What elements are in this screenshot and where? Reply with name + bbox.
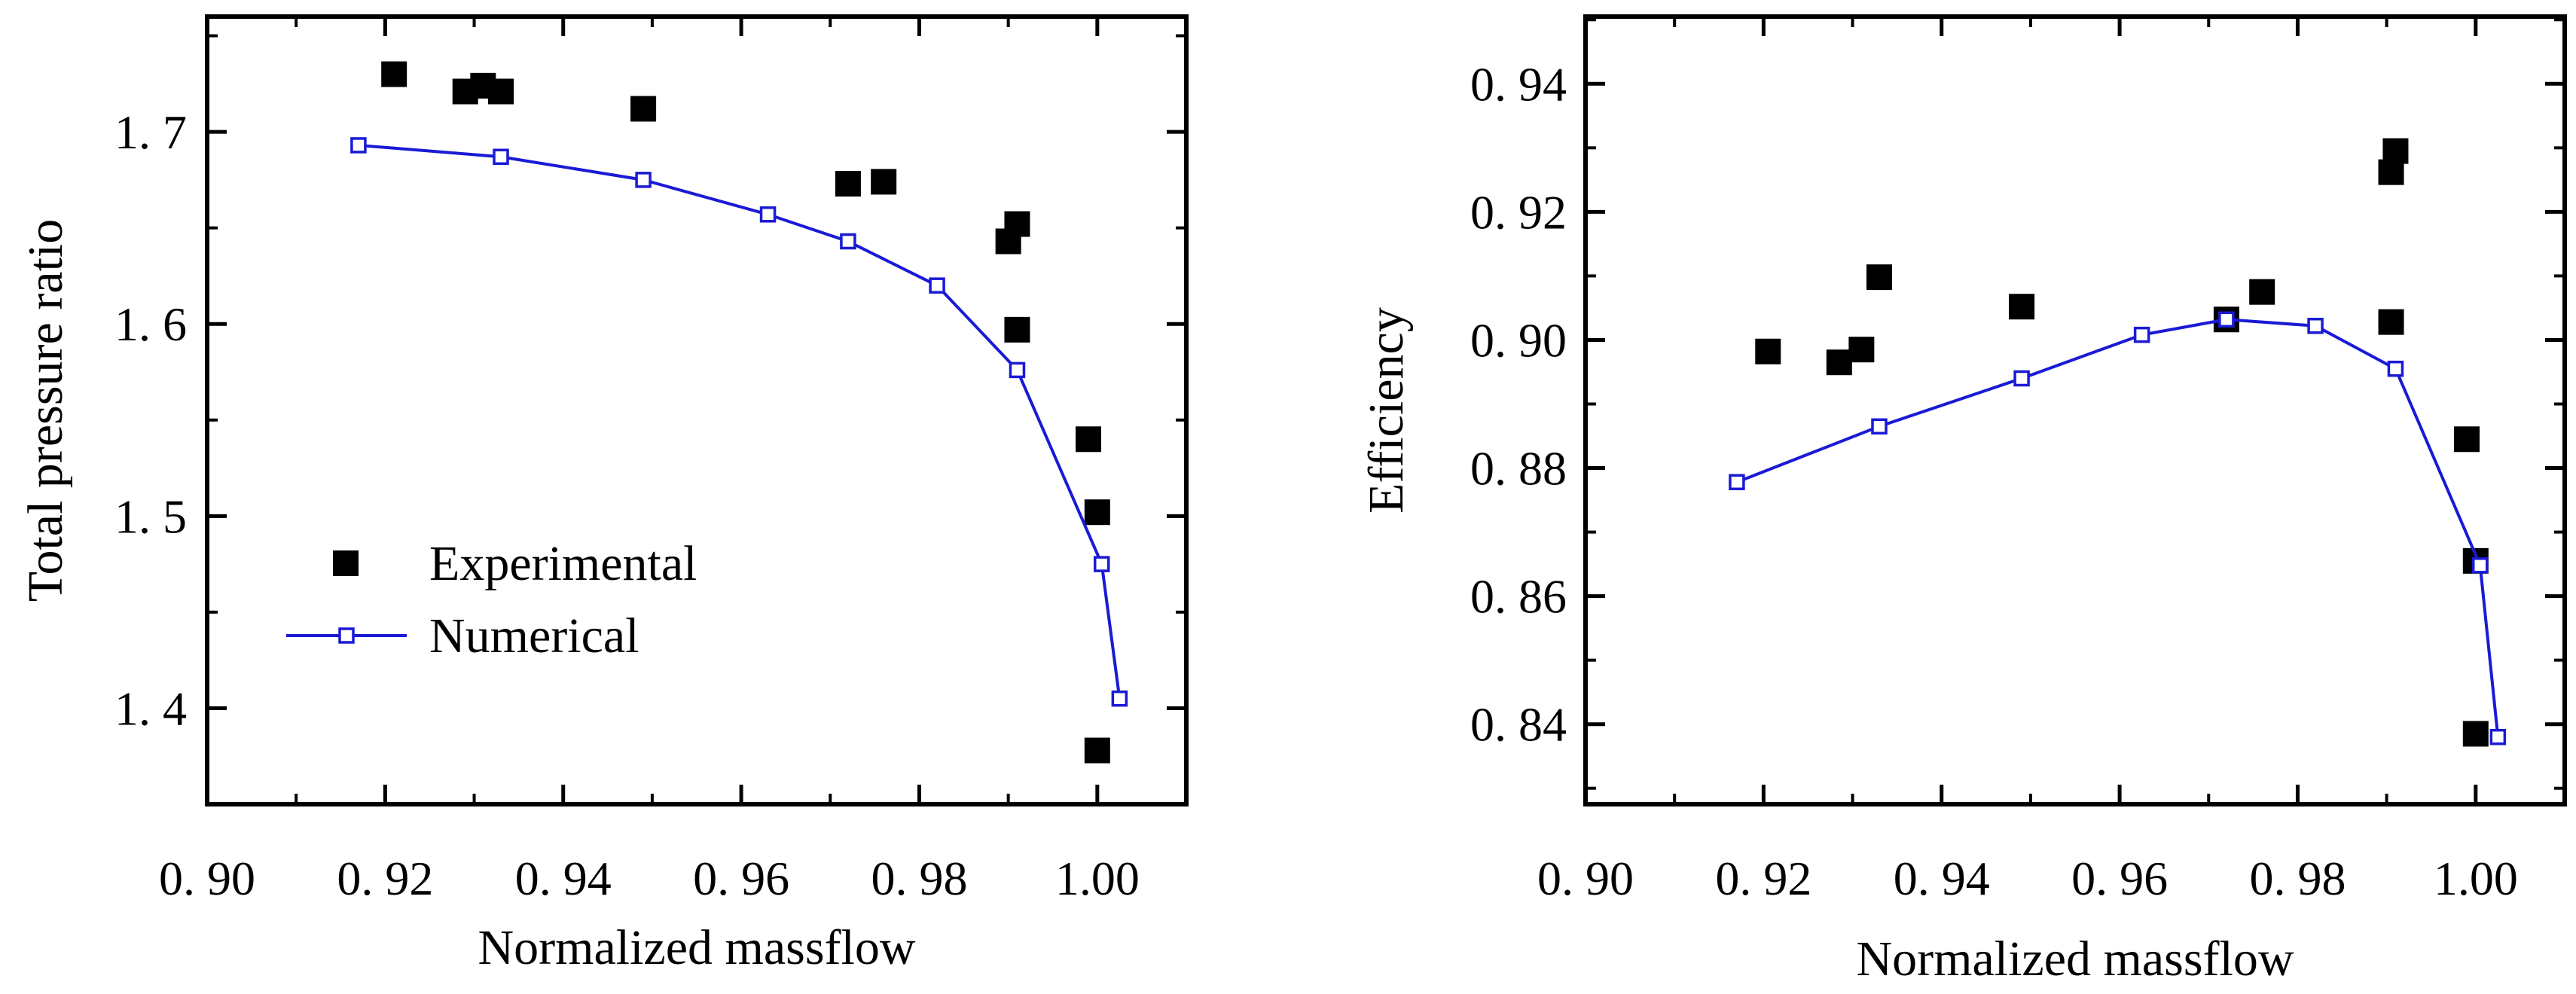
y-axis-label: Total pressure ratio <box>18 219 73 602</box>
experimental-point <box>381 61 407 87</box>
experimental-point <box>2249 279 2275 305</box>
numerical-point <box>840 233 856 250</box>
y-tick-label: 1. 7 <box>114 105 187 159</box>
experimental-point <box>1755 338 1781 364</box>
experimental-point <box>1084 499 1110 526</box>
numerical-point <box>635 172 652 188</box>
numerical-point <box>2307 317 2324 334</box>
experimental-point <box>630 96 657 122</box>
numerical-point <box>2133 326 2150 343</box>
x-tick-label: 0. 98 <box>871 852 967 905</box>
x-tick-label: 0. 94 <box>1894 852 1990 905</box>
x-axis-label: Normalized massflow <box>1856 931 2294 986</box>
experimental-point <box>1076 426 1101 453</box>
experimental-point <box>2378 309 2404 335</box>
experimental-point <box>2382 138 2409 164</box>
legend-marker-numerical <box>338 627 355 644</box>
y-tick-label: 0. 92 <box>1470 185 1567 239</box>
experimental-point <box>1848 337 1875 363</box>
legend-marker-experimental <box>333 550 359 576</box>
x-tick-label: 0. 98 <box>2249 852 2346 905</box>
numerical-point <box>2218 311 2235 328</box>
x-tick-label: 0. 90 <box>1537 852 1634 905</box>
experimental-point <box>2462 721 2489 747</box>
experimental-point <box>835 170 861 197</box>
numerical-point <box>2387 360 2404 377</box>
y-tick-label: 1. 4 <box>114 681 187 735</box>
plot-frame <box>1583 14 2567 806</box>
x-tick-label: 1.00 <box>1055 852 1140 905</box>
experimental-point <box>488 78 514 105</box>
experimental-point <box>1826 349 1852 376</box>
numerical-point <box>493 148 509 165</box>
x-tick-label: 0. 92 <box>337 852 433 905</box>
legend-label: Numerical <box>429 608 639 663</box>
x-axis-label: Normalized massflow <box>478 920 915 975</box>
numerical-point <box>350 137 367 154</box>
pressure-ratio-chart: 0. 90 0. 92 0. 94 0. 96 0. 98 1.00 1. 4 1. 5 1. … <box>18 14 1189 975</box>
efficiency-chart: 0. 90 0. 92 0. 94 0. 96 0. 98 1.00 0. 84 0. 86 0… <box>1359 14 2567 986</box>
numerical-point <box>2471 557 2489 574</box>
legend: Experimental Numerical <box>286 536 697 663</box>
y-tick-label: 0. 84 <box>1470 698 1567 752</box>
y-tick-label: 1. 6 <box>114 297 187 351</box>
y-tick-label: 0. 86 <box>1470 570 1567 624</box>
y-tick-label: 0. 90 <box>1470 313 1567 367</box>
x-tick-label: 0. 90 <box>159 852 255 905</box>
y-tick-label: 1. 5 <box>114 489 187 543</box>
numerical-series-line <box>1736 318 2500 737</box>
numerical-point <box>1729 474 1745 490</box>
x-tick-label: 1.00 <box>2434 852 2518 905</box>
numerical-point <box>759 206 777 223</box>
experimental-point <box>2454 426 2480 453</box>
experimental-point <box>2009 294 2035 320</box>
numerical-point <box>2489 728 2507 746</box>
experimental-point <box>1084 737 1110 764</box>
numerical-point <box>929 277 945 294</box>
experimental-point <box>871 169 897 195</box>
numerical-point <box>1093 556 1110 572</box>
legend-label: Experimental <box>429 536 697 591</box>
numerical-point <box>2013 370 2030 387</box>
x-tick-label: 0. 92 <box>1715 852 1811 905</box>
numerical-point <box>1871 418 1888 435</box>
y-tick-label: 0. 94 <box>1470 57 1567 111</box>
y-tick-label: 0. 88 <box>1470 442 1567 495</box>
y-axis-label: Efficiency <box>1359 307 1414 514</box>
numerical-point <box>1009 361 1026 379</box>
experimental-point <box>1004 211 1030 237</box>
plot-frame <box>205 14 1189 806</box>
x-tick-label: 0. 96 <box>2071 852 2168 905</box>
experimental-point <box>1866 264 1892 291</box>
experimental-point <box>1004 316 1030 343</box>
x-tick-label: 0. 96 <box>693 852 789 905</box>
numerical-point <box>1111 690 1128 707</box>
x-tick-label: 0. 94 <box>515 852 612 905</box>
